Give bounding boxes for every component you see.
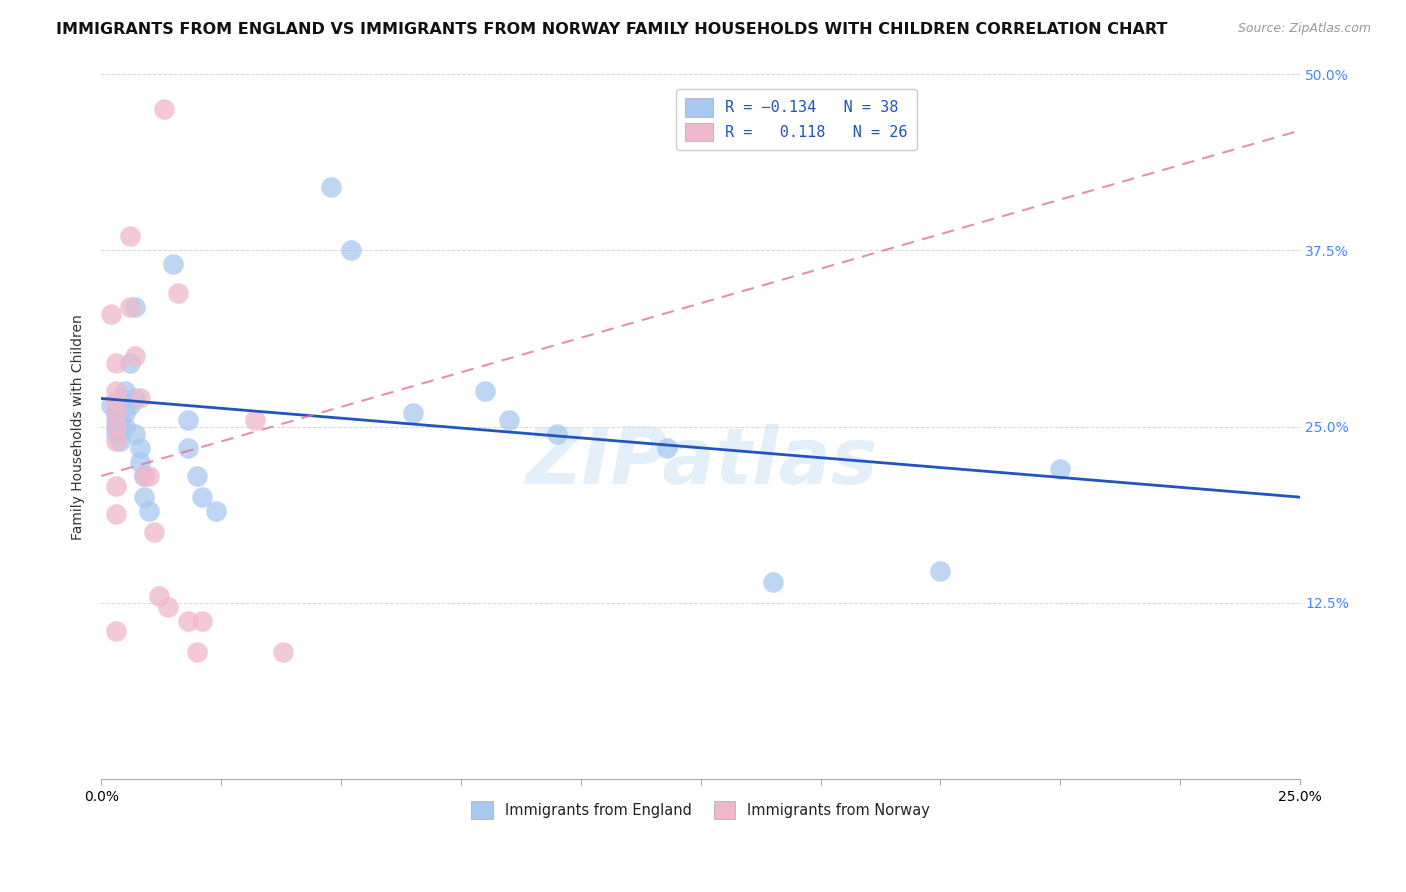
- Point: [110, 434, 132, 448]
- Point: [118, 399, 141, 413]
- Point: [186, 469, 208, 483]
- Point: [124, 349, 146, 363]
- Point: [110, 419, 132, 434]
- Point: [339, 244, 361, 258]
- Point: [655, 441, 678, 455]
- Point: [1049, 462, 1071, 476]
- Point: [100, 307, 122, 321]
- Point: [104, 405, 127, 419]
- Text: Source: ZipAtlas.com: Source: ZipAtlas.com: [1237, 22, 1371, 36]
- Point: [104, 624, 127, 639]
- Point: [162, 257, 184, 271]
- Point: [124, 300, 146, 314]
- Point: [498, 412, 520, 426]
- Point: [114, 419, 136, 434]
- Point: [176, 615, 198, 629]
- Point: [167, 285, 190, 300]
- Point: [929, 564, 952, 578]
- Point: [143, 525, 166, 540]
- Point: [761, 574, 783, 589]
- Point: [191, 615, 214, 629]
- Point: [104, 356, 127, 370]
- Point: [110, 392, 132, 406]
- Point: [118, 300, 141, 314]
- Legend: Immigrants from England, Immigrants from Norway: Immigrants from England, Immigrants from…: [465, 796, 936, 825]
- Point: [104, 419, 127, 434]
- Point: [104, 394, 127, 409]
- Point: [104, 405, 127, 419]
- Point: [124, 392, 146, 406]
- Point: [124, 426, 146, 441]
- Point: [128, 392, 150, 406]
- Point: [118, 356, 141, 370]
- Point: [148, 589, 170, 603]
- Point: [243, 412, 266, 426]
- Point: [114, 384, 136, 399]
- Point: [104, 426, 127, 441]
- Point: [114, 405, 136, 419]
- Point: [104, 434, 127, 448]
- Point: [546, 426, 568, 441]
- Point: [104, 479, 127, 493]
- Point: [402, 405, 425, 419]
- Point: [134, 469, 156, 483]
- Text: ZIPatlas: ZIPatlas: [524, 424, 877, 500]
- Y-axis label: Family Households with Children: Family Households with Children: [72, 314, 86, 540]
- Point: [104, 507, 127, 521]
- Point: [128, 455, 150, 469]
- Point: [205, 504, 228, 518]
- Point: [191, 490, 214, 504]
- Point: [104, 384, 127, 399]
- Point: [157, 600, 180, 615]
- Point: [186, 645, 208, 659]
- Point: [134, 469, 156, 483]
- Point: [321, 179, 343, 194]
- Point: [138, 469, 160, 483]
- Point: [474, 384, 496, 399]
- Point: [118, 229, 141, 244]
- Point: [176, 441, 198, 455]
- Point: [138, 504, 160, 518]
- Point: [100, 399, 122, 413]
- Point: [110, 412, 132, 426]
- Point: [104, 412, 127, 426]
- Point: [104, 419, 127, 434]
- Point: [176, 412, 198, 426]
- Text: IMMIGRANTS FROM ENGLAND VS IMMIGRANTS FROM NORWAY FAMILY HOUSEHOLDS WITH CHILDRE: IMMIGRANTS FROM ENGLAND VS IMMIGRANTS FR…: [56, 22, 1167, 37]
- Point: [134, 490, 156, 504]
- Point: [152, 103, 174, 117]
- Point: [273, 645, 295, 659]
- Point: [128, 441, 150, 455]
